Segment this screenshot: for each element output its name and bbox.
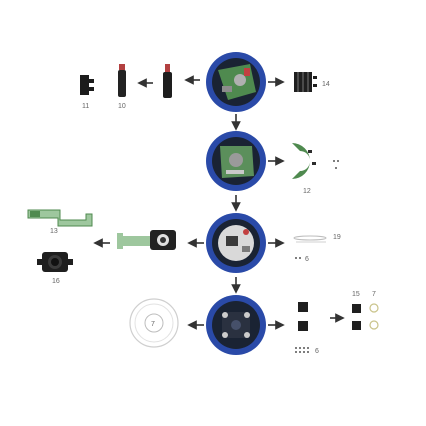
part-label-7-center: 7 [151, 321, 155, 328]
part-16-joystick [37, 252, 73, 272]
part-label-7: 7 [372, 291, 376, 298]
part-label-19: 19 [333, 234, 341, 241]
part-label-10: 10 [118, 103, 126, 110]
part-14-connector [294, 72, 317, 92]
screws-small [333, 160, 339, 169]
part-label-6-a: 6 [305, 256, 309, 263]
stick-module-assembly [117, 230, 176, 250]
part-label-14: 14 [322, 81, 330, 88]
part-10-slider [118, 64, 126, 97]
part-label-15: 15 [352, 291, 360, 298]
screws-pair [295, 257, 301, 259]
part-19-shim [293, 235, 327, 243]
part-12-pcb-ring [292, 143, 316, 179]
part-11-bracket [80, 75, 94, 95]
part-13-flex-cable [27, 209, 93, 227]
part-label-13: 13 [50, 228, 58, 235]
button-switches [298, 302, 308, 331]
part-label-12: 12 [303, 188, 311, 195]
part-label-6-b: 6 [315, 348, 319, 355]
slider-assembly [163, 64, 172, 98]
part-label-16: 16 [52, 278, 60, 285]
glass-cover [129, 298, 179, 348]
housing-stage-4 [206, 295, 266, 355]
part-7-rings [369, 303, 379, 330]
housing-stage-1 [206, 52, 266, 112]
housing-stage-3 [206, 213, 266, 273]
screws-group [295, 347, 309, 353]
housing-stage-2 [206, 131, 266, 191]
part-label-11: 11 [82, 103, 89, 110]
part-15-switches [352, 304, 361, 330]
